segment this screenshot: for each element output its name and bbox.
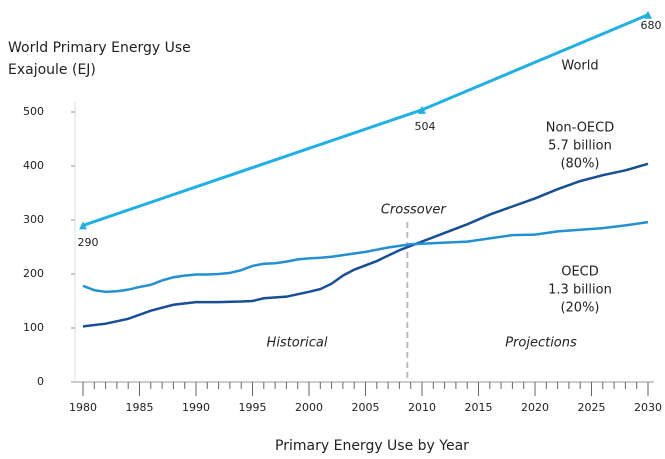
annotation: Projections bbox=[505, 336, 577, 351]
x-tick-label: 2015 bbox=[465, 401, 493, 414]
chart-title: World Primary Energy Use bbox=[8, 40, 191, 56]
x-tick-label: 2020 bbox=[521, 401, 549, 414]
series-label: OECD bbox=[561, 265, 599, 280]
annotation: Crossover bbox=[381, 203, 448, 218]
x-axis-label: Primary Energy Use by Year bbox=[275, 438, 469, 454]
value-label: 504 bbox=[415, 120, 436, 133]
point bbox=[644, 10, 652, 19]
y-tick-label: 200 bbox=[23, 267, 44, 280]
series-label: Non-OECD bbox=[546, 121, 615, 136]
series-label: (20%) bbox=[560, 301, 599, 316]
x-tick-label: 1995 bbox=[239, 401, 267, 414]
point bbox=[418, 105, 426, 114]
y-tick-label: 400 bbox=[23, 159, 44, 172]
series-label: World bbox=[561, 59, 598, 74]
x-tick-label: 1985 bbox=[126, 401, 154, 414]
value-label: 680 bbox=[641, 19, 662, 32]
x-tick-label: 2010 bbox=[408, 401, 436, 414]
series-label: 1.3 billion bbox=[548, 283, 612, 298]
series-label: 5.7 billion bbox=[548, 139, 612, 154]
x-tick-label: 2005 bbox=[352, 401, 380, 414]
x-tick-label: 2000 bbox=[295, 401, 323, 414]
y-tick-label: 0 bbox=[37, 375, 44, 388]
x-tick-label: 1990 bbox=[182, 401, 210, 414]
x-tick-label: 2030 bbox=[634, 401, 662, 414]
series-label: (80%) bbox=[560, 157, 599, 172]
line bbox=[82, 220, 649, 294]
annotation: Historical bbox=[267, 336, 328, 351]
value-label: 290 bbox=[78, 236, 99, 249]
x-tick-label: 1980 bbox=[69, 401, 97, 414]
chart-title: Exajoule (EJ) bbox=[8, 62, 96, 78]
x-tick-label: 2025 bbox=[578, 401, 606, 414]
y-tick-label: 100 bbox=[23, 321, 44, 334]
point bbox=[79, 221, 87, 230]
y-tick-label: 500 bbox=[23, 105, 44, 118]
line bbox=[82, 162, 649, 328]
y-tick-label: 300 bbox=[23, 213, 44, 226]
